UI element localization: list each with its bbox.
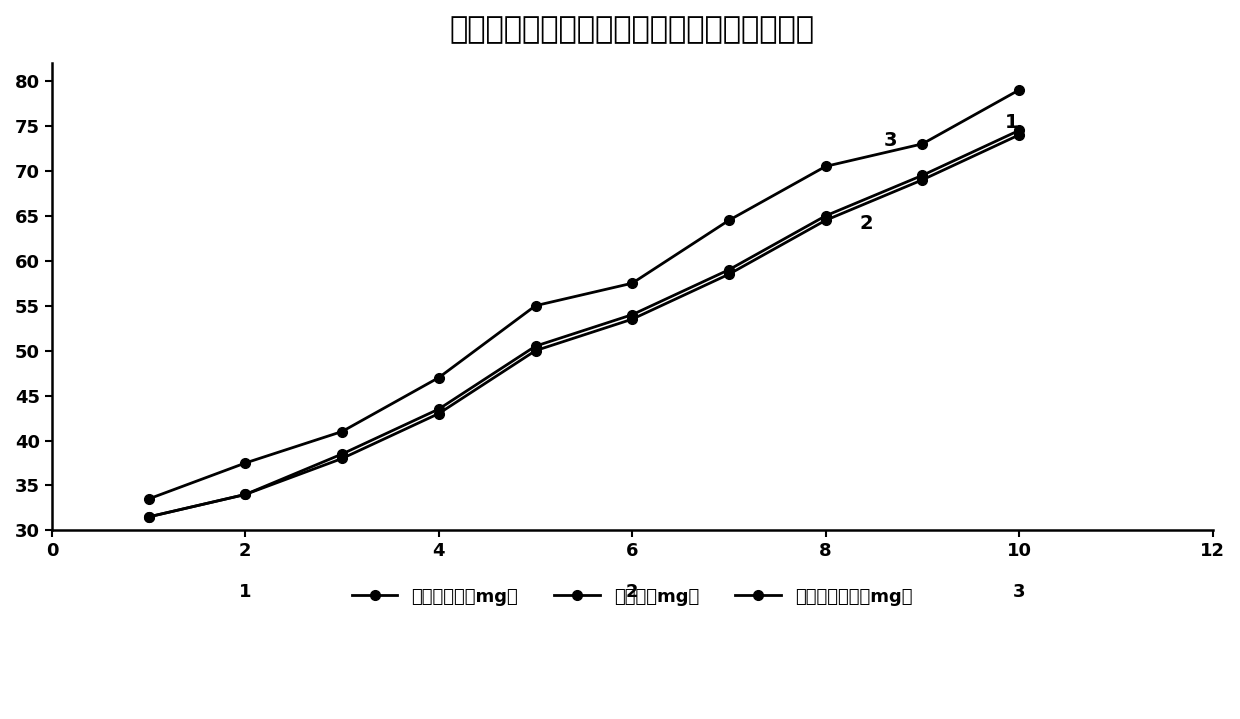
Legend: 气相色谱法（mg）, 本方法（mg）, 干湿棒对比法（mg）: 气相色谱法（mg）, 本方法（mg）, 干湿棒对比法（mg）	[343, 579, 921, 615]
Title: 本方法和干湿棒对比法相对气相色谱法的比较: 本方法和干湿棒对比法相对气相色谱法的比较	[450, 15, 815, 44]
Text: 3: 3	[884, 131, 898, 150]
Text: 1: 1	[1004, 113, 1018, 132]
Text: 2: 2	[626, 583, 639, 601]
Text: 1: 1	[239, 583, 252, 601]
Text: 2: 2	[859, 214, 873, 233]
Text: 3: 3	[1013, 583, 1025, 601]
